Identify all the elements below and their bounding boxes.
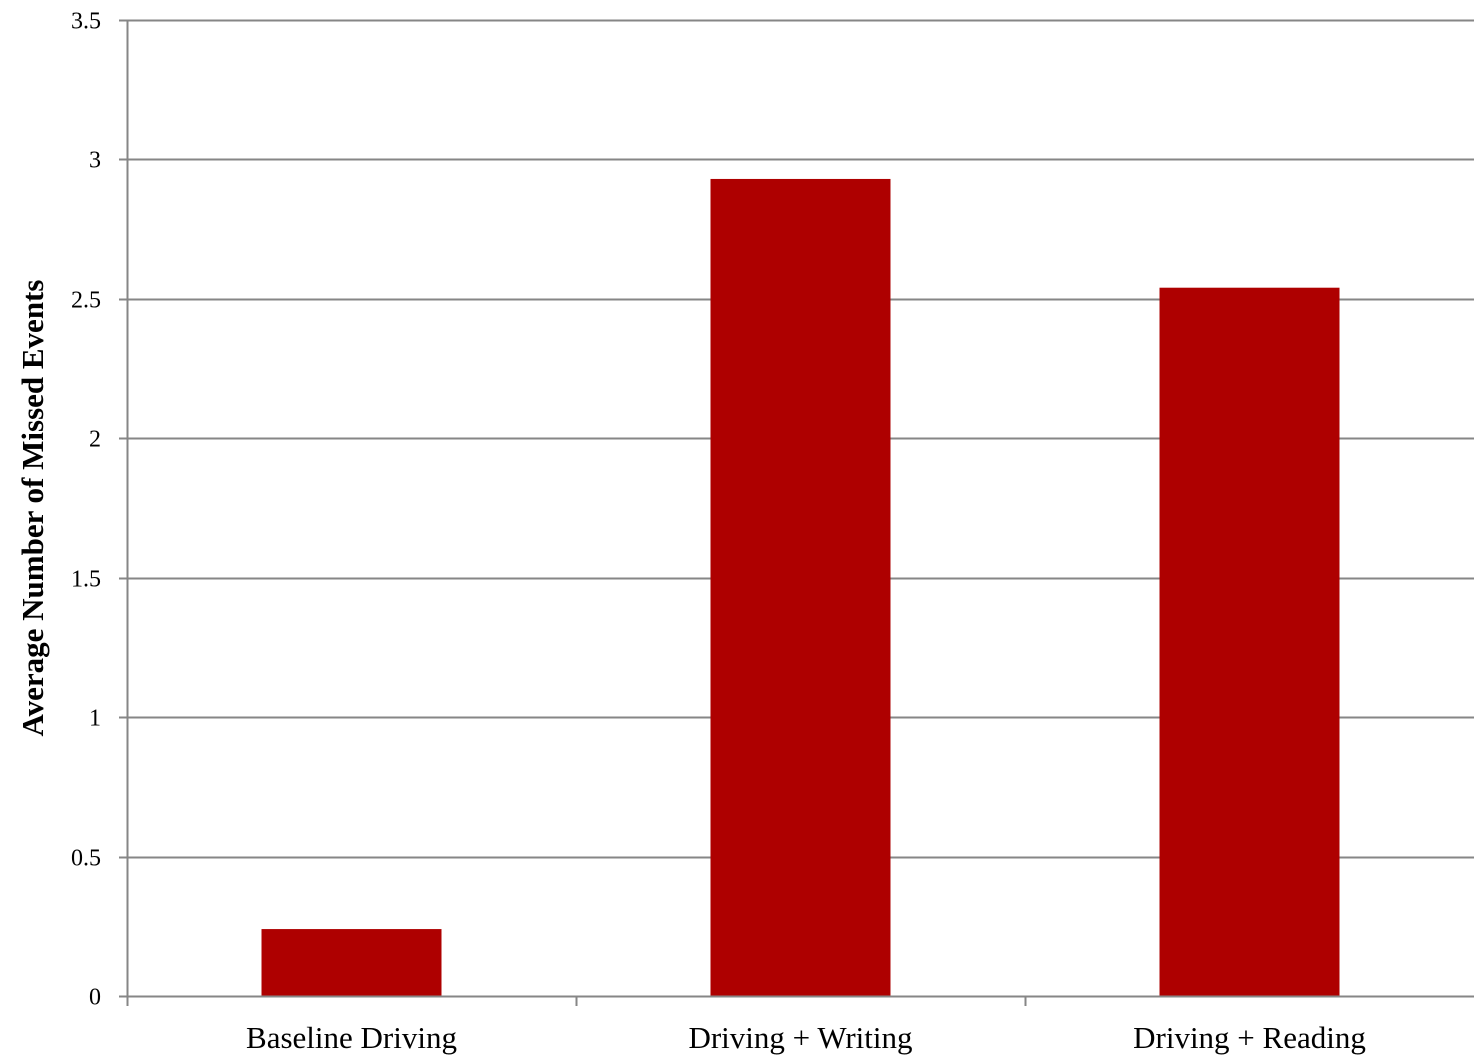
y-tick-label: 1 <box>89 706 101 732</box>
bar-driving-reading <box>1159 287 1340 996</box>
x-category-label: Baseline Driving <box>246 1020 457 1055</box>
y-tick-label: 0.5 <box>71 846 101 872</box>
y-tick-label: 1.5 <box>71 567 101 593</box>
bar-baseline-driving <box>261 929 442 996</box>
x-category-label: Driving + Reading <box>1133 1020 1366 1055</box>
bar-driving-writing <box>710 178 891 996</box>
axes <box>119 19 1474 1006</box>
y-tick-label: 3 <box>89 148 101 174</box>
y-tick-label: 3.5 <box>71 9 101 35</box>
y-tick-label: 2 <box>89 427 101 453</box>
bars <box>261 178 1340 996</box>
x-category-label: Driving + Writing <box>688 1020 912 1055</box>
tick-labels: 0 0.5 1 1.5 2 2.5 3 3.5 Baseline Driving Driving … <box>71 9 1366 1056</box>
y-axis-title: Average Number of Missed Events <box>15 280 50 737</box>
y-tick-label: 0 <box>89 985 101 1011</box>
y-tick-label: 2.5 <box>71 288 101 314</box>
